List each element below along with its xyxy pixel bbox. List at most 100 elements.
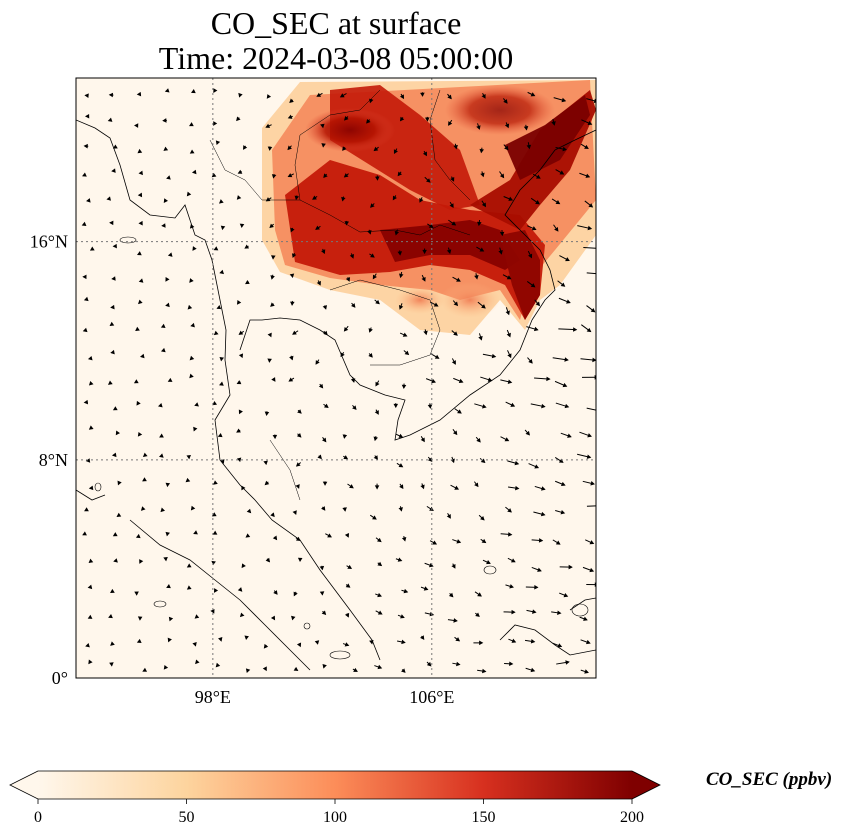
colorbar-tick-label: 200 <box>620 809 644 826</box>
wind-arrow-head <box>245 533 251 538</box>
wind-arrow-head <box>220 225 226 231</box>
map-panel <box>76 78 601 678</box>
wind-arrow-head <box>165 302 170 308</box>
wind-arrow-head <box>215 140 221 146</box>
wind-arrow-head <box>190 89 196 94</box>
wind-arrow-head <box>507 508 512 513</box>
wind-arrow-head <box>322 305 328 310</box>
wind-arrow-head <box>540 486 546 491</box>
wind-arrow-head <box>353 667 358 672</box>
wind-arrow-head <box>351 303 356 308</box>
wind-arrow-head <box>503 99 508 104</box>
wind-arrow-head <box>400 614 405 619</box>
islands <box>94 236 589 660</box>
colorbar-tick-label: 50 <box>179 809 195 826</box>
wind-arrow-head <box>349 484 354 489</box>
wind-arrow-head <box>454 485 460 490</box>
wind-arrow-head <box>377 561 383 567</box>
wind-arrow-head <box>446 249 452 254</box>
wind-arrow-head <box>555 199 561 205</box>
wind-arrow-head <box>422 249 427 255</box>
wind-arrow-head <box>163 664 169 670</box>
wind-arrow-head <box>134 123 139 128</box>
wind-arrow-head <box>479 148 484 154</box>
wind-arrow <box>586 272 596 275</box>
wind-arrow-head <box>505 310 510 316</box>
wind-arrow-head <box>564 357 569 362</box>
wind-arrow-head <box>557 610 562 616</box>
wind-arrow-head <box>211 560 216 566</box>
wind-arrow-head <box>215 662 221 668</box>
wind-arrow-head <box>404 350 410 356</box>
wind-arrow-head <box>166 584 171 589</box>
wind-arrow-head <box>558 458 564 463</box>
wind-arrow-head <box>265 123 271 128</box>
wind-arrow-head <box>294 195 300 201</box>
wind-arrow-head <box>530 92 536 97</box>
wind-arrow-head <box>236 457 242 463</box>
wind-arrow-head <box>399 484 404 490</box>
wind-arrow-head <box>314 640 320 645</box>
wind-arrow-head <box>590 307 596 313</box>
wind-arrow-head <box>372 274 377 280</box>
wind-arrow-head <box>84 507 89 512</box>
wind-arrow <box>583 246 596 249</box>
wind-arrow-head <box>446 514 451 519</box>
wind-arrow-head <box>401 639 406 645</box>
wind-arrow-head <box>160 323 166 329</box>
wind-arrow-head <box>157 402 163 408</box>
wind-arrow-head <box>110 641 115 646</box>
wind-arrow-head <box>189 373 194 379</box>
wind-arrow-head <box>584 144 589 149</box>
wind-arrow-head <box>84 93 89 98</box>
wind-arrow-head <box>189 149 195 154</box>
wind-arrow-head <box>220 459 225 464</box>
wind-arrow-head <box>393 403 399 409</box>
wind-arrow-head <box>551 121 556 126</box>
wind-arrow-head <box>586 639 591 645</box>
wind-arrow-head <box>107 380 113 385</box>
wind-arrow-head <box>589 567 595 573</box>
wind-arrow-head <box>163 198 169 203</box>
wind-arrow-head <box>510 558 516 563</box>
wind-arrow-head <box>193 530 198 535</box>
wind-arrow-head <box>566 299 571 304</box>
wind-arrow-head <box>115 430 120 436</box>
wind-arrow-head <box>185 477 191 483</box>
wind-arrow-head <box>375 299 380 305</box>
wind-arrow-head <box>598 409 601 412</box>
wind-arrow-head <box>535 301 540 307</box>
colorbar-label: CO_SEC (ppbv) <box>706 769 833 790</box>
wind-arrow-head <box>193 426 198 432</box>
wind-arrow-head <box>398 433 404 438</box>
wind-arrow-head <box>142 667 148 672</box>
wind-arrow-head <box>238 353 244 359</box>
wind-arrow-head <box>318 383 324 389</box>
wind-arrow-head <box>399 273 404 279</box>
country-borders <box>209 89 471 501</box>
wind-arrow-head <box>523 126 529 131</box>
wind-arrow-head <box>453 331 458 336</box>
wind-arrow-head <box>515 485 520 491</box>
wind-arrow-head <box>431 378 436 384</box>
wind-arrow-head <box>189 278 194 283</box>
wind-arrow-head <box>447 94 452 100</box>
co-concentration-field <box>262 80 596 335</box>
wind-arrow-head <box>427 404 433 409</box>
wind-arrow-head <box>109 662 114 667</box>
wind-arrow-head <box>586 454 592 459</box>
wind-arrow-head <box>534 584 539 590</box>
wind-arrow-head <box>110 349 115 355</box>
wind-arrow-head <box>343 455 349 460</box>
wind-arrow-head <box>486 559 491 565</box>
wind-arrow-head <box>239 612 245 618</box>
wind-arrow-head <box>83 143 88 149</box>
wind-arrow-head <box>481 304 486 309</box>
wind-arrow-head <box>511 638 517 643</box>
wind-arrow-head <box>321 610 327 616</box>
wind-arrow-head <box>531 226 537 231</box>
wind-arrow-head <box>237 587 243 592</box>
wind-arrow-head <box>191 169 197 175</box>
wind-arrow-head <box>164 88 170 93</box>
